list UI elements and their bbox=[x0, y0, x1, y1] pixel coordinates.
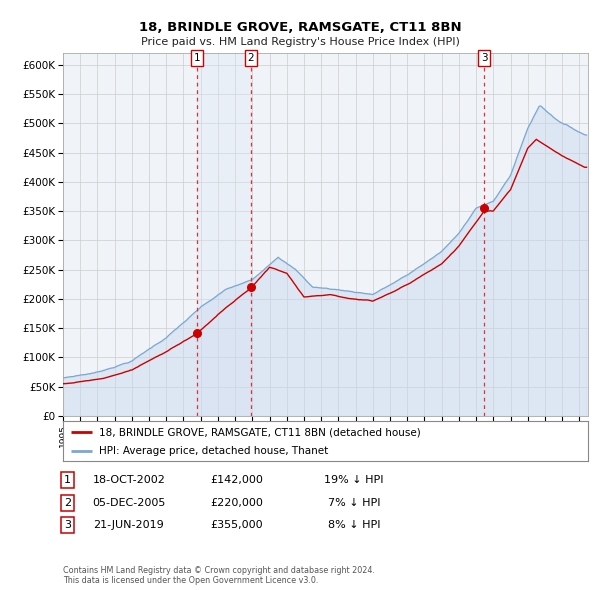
Text: £355,000: £355,000 bbox=[211, 520, 263, 530]
Text: 21-JUN-2019: 21-JUN-2019 bbox=[94, 520, 164, 530]
Text: Price paid vs. HM Land Registry's House Price Index (HPI): Price paid vs. HM Land Registry's House … bbox=[140, 37, 460, 47]
Text: HPI: Average price, detached house, Thanet: HPI: Average price, detached house, Than… bbox=[98, 445, 328, 455]
Text: 7% ↓ HPI: 7% ↓ HPI bbox=[328, 498, 380, 507]
Text: 3: 3 bbox=[64, 520, 71, 530]
Text: 3: 3 bbox=[481, 53, 488, 63]
Bar bbox=[197, 53, 251, 416]
Text: 18, BRINDLE GROVE, RAMSGATE, CT11 8BN (detached house): 18, BRINDLE GROVE, RAMSGATE, CT11 8BN (d… bbox=[98, 427, 421, 437]
Text: This data is licensed under the Open Government Licence v3.0.: This data is licensed under the Open Gov… bbox=[63, 576, 319, 585]
Text: 18, BRINDLE GROVE, RAMSGATE, CT11 8BN: 18, BRINDLE GROVE, RAMSGATE, CT11 8BN bbox=[139, 21, 461, 34]
Text: 18-OCT-2002: 18-OCT-2002 bbox=[92, 476, 166, 485]
Text: 1: 1 bbox=[194, 53, 200, 63]
Text: 2: 2 bbox=[64, 498, 71, 507]
Text: 2: 2 bbox=[248, 53, 254, 63]
Text: Contains HM Land Registry data © Crown copyright and database right 2024.: Contains HM Land Registry data © Crown c… bbox=[63, 566, 375, 575]
Text: 1: 1 bbox=[64, 476, 71, 485]
Text: 19% ↓ HPI: 19% ↓ HPI bbox=[324, 476, 384, 485]
Text: £142,000: £142,000 bbox=[211, 476, 263, 485]
Text: £220,000: £220,000 bbox=[211, 498, 263, 507]
Text: 8% ↓ HPI: 8% ↓ HPI bbox=[328, 520, 380, 530]
Text: 05-DEC-2005: 05-DEC-2005 bbox=[92, 498, 166, 507]
